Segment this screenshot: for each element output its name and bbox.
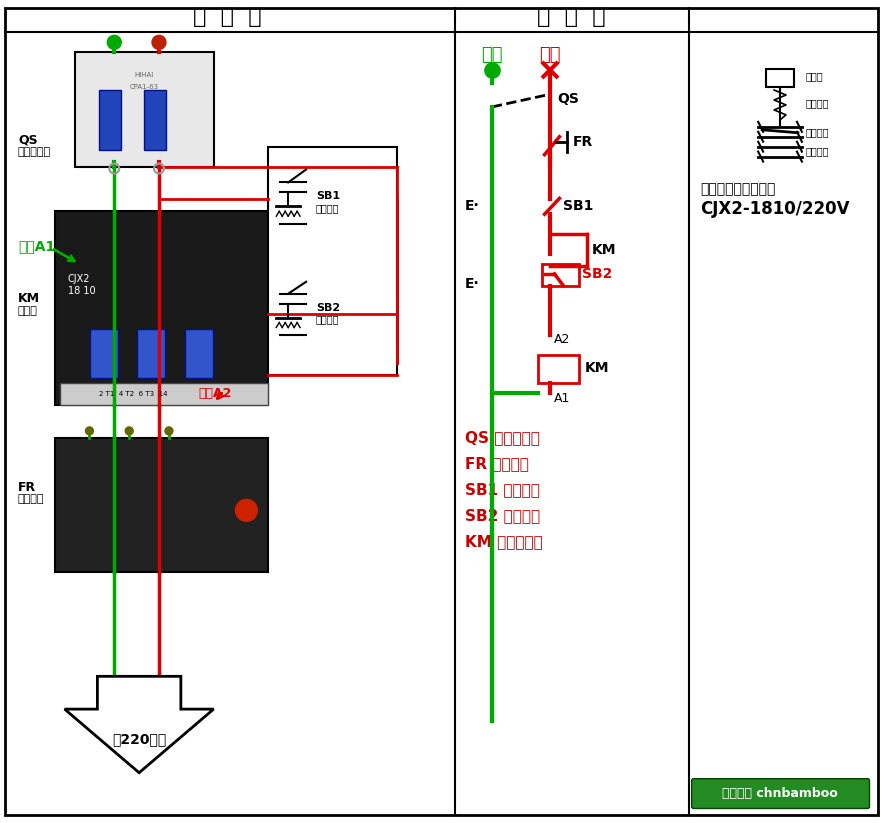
Text: SB1 停止按钮: SB1 停止按钮 — [465, 482, 540, 497]
Circle shape — [125, 427, 133, 435]
Text: 火线: 火线 — [539, 46, 560, 64]
Text: SB2: SB2 — [316, 303, 340, 313]
Text: 原  理  图: 原 理 图 — [537, 7, 605, 27]
Bar — [137, 328, 165, 379]
Bar — [268, 146, 397, 375]
Text: KM: KM — [591, 243, 616, 257]
Bar — [54, 438, 268, 572]
Text: KM: KM — [584, 361, 609, 375]
Text: KM: KM — [18, 292, 40, 305]
Text: FR: FR — [573, 135, 593, 149]
Text: QS 空气断路器: QS 空气断路器 — [465, 430, 540, 445]
Bar — [541, 264, 580, 286]
Text: 常开触头: 常开触头 — [806, 146, 829, 156]
FancyBboxPatch shape — [692, 779, 869, 808]
Text: SB1: SB1 — [316, 192, 340, 202]
Text: SB1: SB1 — [564, 199, 594, 213]
Text: 实  物  图: 实 物 图 — [193, 7, 262, 27]
Bar — [54, 212, 268, 405]
Bar — [100, 90, 121, 150]
Bar — [185, 328, 212, 379]
Text: 复位弹簧: 复位弹簧 — [806, 98, 829, 108]
Text: FR 热继电器: FR 热继电器 — [465, 456, 529, 472]
Circle shape — [152, 35, 166, 49]
Text: 线圈A2: 线圈A2 — [199, 387, 232, 400]
Bar — [144, 90, 166, 150]
Text: FR: FR — [18, 481, 36, 494]
Text: SB2 启动按钮: SB2 启动按钮 — [465, 508, 541, 523]
Text: 线圈A1: 线圈A1 — [18, 239, 55, 253]
Text: 接220电机: 接220电机 — [112, 732, 166, 746]
Text: A2: A2 — [554, 333, 570, 346]
Bar — [91, 328, 118, 379]
Text: SB2: SB2 — [582, 267, 613, 281]
Text: QS: QS — [18, 133, 37, 146]
Circle shape — [85, 427, 93, 435]
Text: KM 交流接触器: KM 交流接触器 — [465, 533, 543, 549]
Text: 按钮帽: 按钮帽 — [806, 71, 823, 81]
Bar — [538, 356, 580, 384]
Text: CPA1-63: CPA1-63 — [130, 84, 158, 90]
Polygon shape — [65, 677, 213, 773]
Text: A1: A1 — [554, 392, 570, 405]
Circle shape — [108, 35, 121, 49]
Text: CJX2-1810/220V: CJX2-1810/220V — [701, 200, 850, 218]
Text: CJX2: CJX2 — [68, 274, 90, 284]
Text: 热继电器: 热继电器 — [18, 495, 44, 504]
Bar — [766, 69, 794, 87]
Text: 百度知道 chnbamboo: 百度知道 chnbamboo — [722, 787, 838, 800]
Text: E·: E· — [465, 277, 480, 291]
Text: 接触器: 接触器 — [18, 305, 37, 316]
Text: 空气断路器: 空气断路器 — [18, 146, 51, 156]
Text: 2 T1  4 T2  6 T3  14: 2 T1 4 T2 6 T3 14 — [100, 391, 168, 398]
Text: 停止按钮: 停止按钮 — [316, 203, 340, 213]
Circle shape — [236, 500, 258, 521]
Bar — [60, 384, 268, 405]
Text: E·: E· — [465, 199, 480, 213]
Text: QS: QS — [557, 92, 580, 106]
Bar — [75, 53, 213, 166]
Text: 常闭触头: 常闭触头 — [806, 127, 829, 137]
Text: 启动按钮: 启动按钮 — [316, 314, 340, 324]
Text: 注：交流接触器选用: 注：交流接触器选用 — [701, 183, 776, 197]
Text: 零线: 零线 — [481, 46, 502, 64]
Circle shape — [165, 427, 172, 435]
Text: HIHAI: HIHAI — [134, 72, 154, 78]
Text: 18 10: 18 10 — [68, 286, 95, 295]
